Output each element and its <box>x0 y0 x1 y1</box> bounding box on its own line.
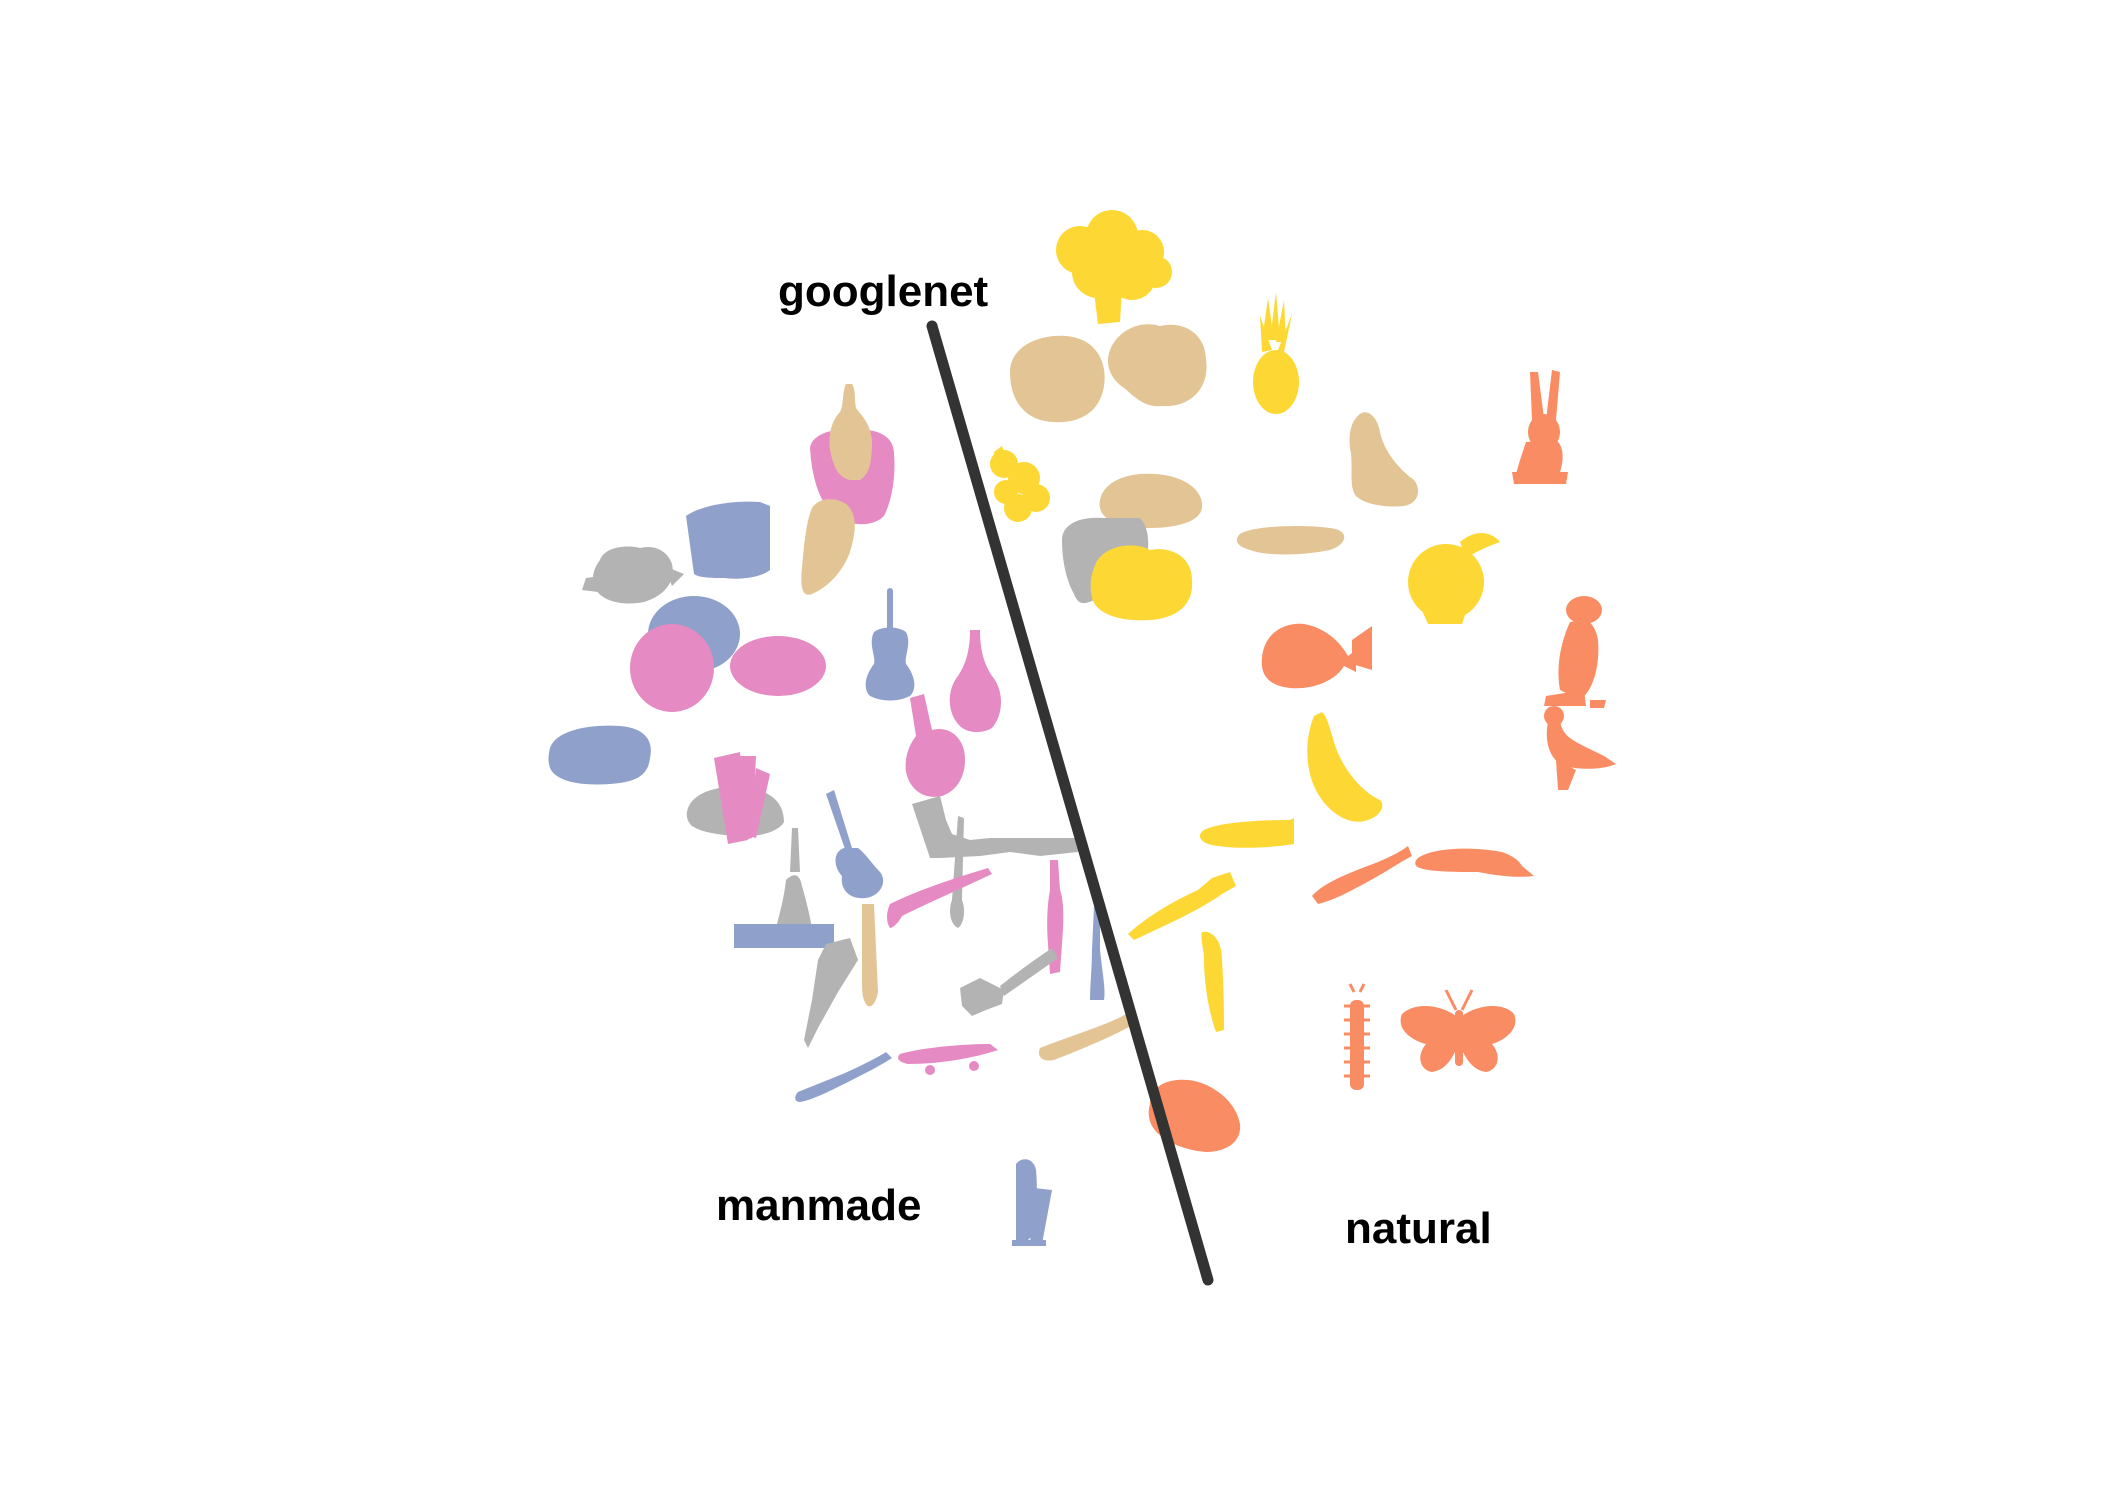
screwdriver-silhouette <box>804 938 858 1048</box>
shell-silhouette <box>1148 1079 1241 1152</box>
bell-silhouette <box>776 828 812 928</box>
shrimp-silhouette <box>1312 846 1412 904</box>
mushroom-silhouette <box>1099 473 1203 528</box>
carrot-silhouette <box>1128 872 1236 940</box>
accordion-silhouette <box>686 501 770 579</box>
bread-silhouette <box>1236 526 1345 555</box>
corn-silhouette <box>1199 818 1294 848</box>
pineapple-silhouette <box>1253 292 1299 414</box>
rock-silhouette <box>1107 324 1207 407</box>
iron-silhouette <box>912 796 1080 858</box>
manmade-region-label: manmade <box>716 1181 922 1230</box>
apple-silhouette <box>1090 545 1193 621</box>
owl-silhouette <box>1544 596 1606 708</box>
duck-silhouette <box>1544 706 1616 790</box>
book-silhouette <box>714 752 770 844</box>
rabbit-silhouette <box>1512 370 1568 484</box>
trumpet-silhouette <box>795 1052 892 1102</box>
guitar-silhouette <box>826 790 884 899</box>
category-boundary-line <box>926 320 1214 1286</box>
skateboard-silhouette <box>898 1044 998 1075</box>
lemon-silhouette <box>1408 533 1500 624</box>
hammer-silhouette <box>960 948 1058 1016</box>
fish-silhouette <box>1261 623 1372 689</box>
broccoli-silhouette <box>1056 210 1172 324</box>
kettle-silhouette <box>905 694 966 797</box>
flower-silhouette <box>990 446 1050 522</box>
slug-silhouette <box>1415 848 1534 877</box>
bench-silhouette <box>734 924 834 948</box>
butterfly-silhouette <box>1400 989 1516 1072</box>
cheese-silhouette <box>1349 412 1419 507</box>
plate-silhouette <box>630 624 714 712</box>
leek-silhouette <box>1201 931 1224 1032</box>
harp-silhouette <box>1012 1159 1052 1246</box>
violin-silhouette <box>865 588 915 701</box>
pipe-silhouette <box>887 868 992 928</box>
banana-silhouette <box>1307 712 1383 822</box>
pillow-silhouette <box>548 725 651 785</box>
teapot-silhouette <box>582 546 684 604</box>
glove-silhouette <box>801 499 855 595</box>
centipede-silhouette <box>1344 983 1370 1090</box>
candle-silhouette <box>862 904 878 1007</box>
football-silhouette <box>730 636 826 696</box>
bowling-pin-silhouette <box>829 384 872 480</box>
bottle-silhouette <box>1047 860 1064 974</box>
vase-silhouette <box>1090 906 1105 1000</box>
vase-silhouette <box>949 630 1001 733</box>
rock-silhouette <box>1010 335 1105 423</box>
baseball-bat-silhouette <box>1038 1014 1134 1061</box>
network-title-label: googlenet <box>778 267 989 316</box>
knife-silhouette <box>950 816 965 928</box>
natural-region-label: natural <box>1345 1204 1492 1253</box>
